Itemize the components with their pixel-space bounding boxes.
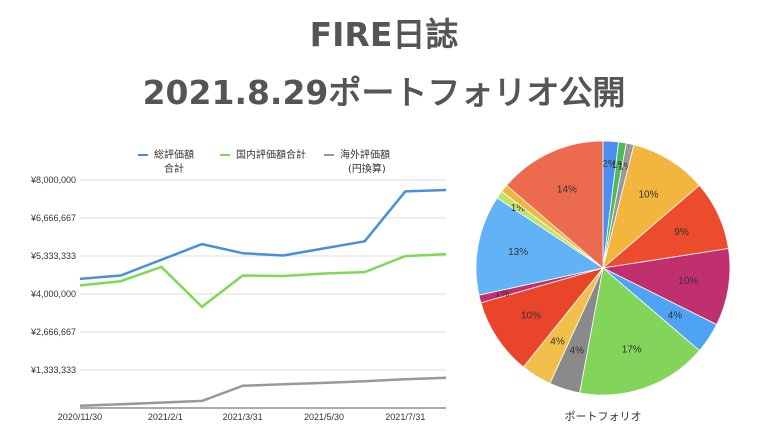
pie-slice [480, 267, 605, 368]
pie-label: 14% [557, 185, 577, 196]
pie-label: 1% [618, 161, 633, 172]
pie-label: 9% [674, 227, 689, 238]
y-tick-label: ¥4,000,000 [30, 289, 76, 299]
x-tick-label: 2020/11/30 [58, 412, 102, 422]
pie-label: 1% [495, 288, 510, 299]
pie-label: 10% [521, 311, 541, 322]
pie-label: 4% [570, 345, 585, 356]
pie-label: 13% [508, 247, 528, 258]
pie-label: 10% [638, 190, 658, 201]
legend-entry: 海外評価額(円換算) [340, 148, 390, 175]
pie-label: 1% [612, 160, 627, 171]
pie-label: 4% [550, 336, 565, 347]
y-tick-label: ¥8,000,000 [30, 175, 76, 185]
pie-slice [579, 267, 701, 396]
series-line-2 [79, 376, 447, 407]
x-tick-label: 2021/3/31 [223, 412, 263, 422]
y-tick-label: ¥5,333,333 [30, 251, 76, 261]
pie-slice [505, 140, 604, 269]
x-tick-label: 2021/7/31 [385, 412, 425, 422]
x-tick-label: 2021/5/30 [304, 412, 344, 422]
pie-title: ポートフォリオ [565, 410, 642, 423]
series-line-1 [79, 252, 447, 309]
pie-slice [475, 197, 605, 296]
pie-label: 2% [602, 159, 617, 170]
x-tick-label: 2021/2/1 [148, 412, 183, 422]
y-tick-label: ¥1,333,333 [30, 365, 76, 375]
pie-label: 4% [668, 311, 683, 322]
y-tick-label: ¥6,666,667 [30, 213, 76, 223]
y-tick-label: ¥2,666,667 [30, 327, 76, 337]
pie-label: 1% [511, 203, 526, 214]
pie-label: 10% [678, 276, 698, 287]
pie-label: 17% [622, 345, 642, 356]
page-subtitle: 2021.8.29ポートフォリオ公開 [142, 73, 626, 112]
pie-slice [602, 144, 701, 270]
page-title: FIRE日誌 [309, 15, 459, 54]
series-line-0 [79, 188, 447, 281]
legend-entry: 国内評価額合計 [236, 148, 306, 161]
legend-entry: 総評価額合計 [154, 148, 194, 175]
pie-slice [601, 248, 731, 326]
